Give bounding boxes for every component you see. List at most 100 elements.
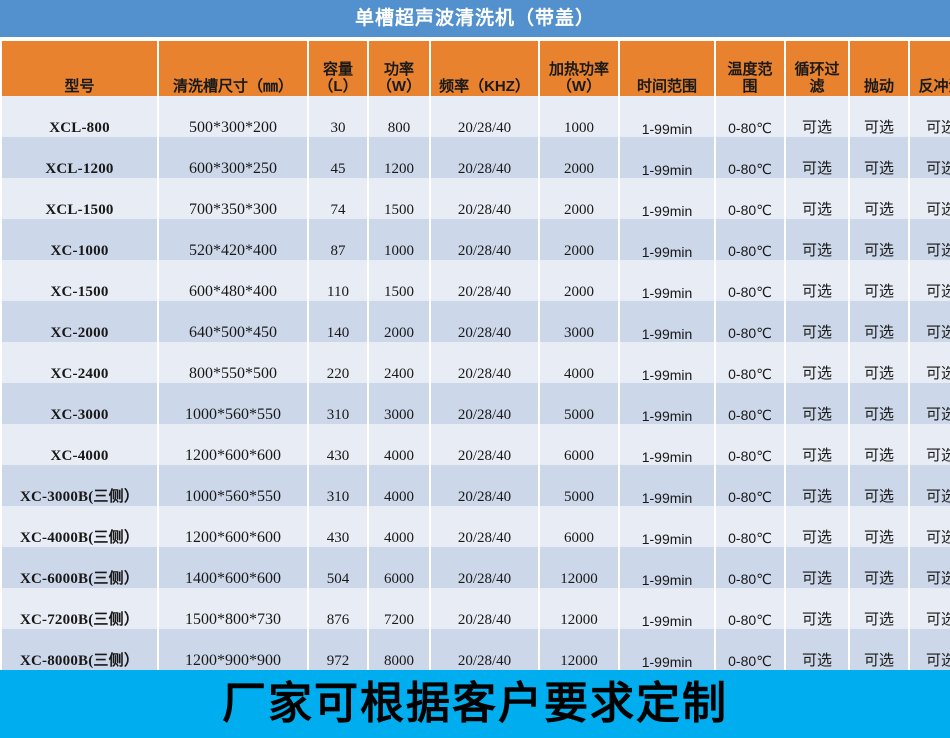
cell-size: 520*420*400 bbox=[157, 219, 309, 260]
cell-freq: 20/28/40 bbox=[429, 137, 540, 178]
cell-time: 1-99min bbox=[618, 137, 716, 178]
cell-filter: 可选 bbox=[784, 137, 850, 178]
header-row: 型号 清洗槽尺寸（㎜） 容量 （L） 功率 （W） 频率（KHZ） 加热功率 bbox=[0, 41, 950, 96]
cell-size: 1000*560*550 bbox=[157, 465, 309, 506]
cell-heat: 5000 bbox=[538, 465, 620, 506]
cell-size: 600*300*250 bbox=[157, 137, 309, 178]
cell-size: 1400*600*600 bbox=[157, 547, 309, 588]
cell-back: 可选 bbox=[908, 424, 950, 465]
cell-size: 700*350*300 bbox=[157, 178, 309, 219]
cell-back: 可选 bbox=[908, 383, 950, 424]
cell-filter: 可选 bbox=[784, 219, 850, 260]
cell-back: 可选 bbox=[908, 547, 950, 588]
cell-agit: 可选 bbox=[848, 383, 910, 424]
cell-heat: 5000 bbox=[538, 383, 620, 424]
cell-back: 可选 bbox=[908, 588, 950, 629]
cell-heat: 2000 bbox=[538, 219, 620, 260]
column-header-power: 功率 （W） bbox=[367, 41, 431, 96]
cell-cap: 30 bbox=[307, 96, 369, 137]
cell-time: 1-99min bbox=[618, 96, 716, 137]
cell-pow: 800 bbox=[367, 96, 431, 137]
cell-heat: 2000 bbox=[538, 178, 620, 219]
cell-time: 1-99min bbox=[618, 588, 716, 629]
cell-cap: 110 bbox=[307, 260, 369, 301]
cell-freq: 20/28/40 bbox=[429, 506, 540, 547]
cell-agit: 可选 bbox=[848, 137, 910, 178]
cell-back: 可选 bbox=[908, 96, 950, 137]
cell-cap: 140 bbox=[307, 301, 369, 342]
cell-cap: 45 bbox=[307, 137, 369, 178]
cell-filter: 可选 bbox=[784, 547, 850, 588]
table-row: XCL-1500 700*350*300 74 1500 20/28/40 2000 1-9… bbox=[0, 178, 950, 219]
cell-temp: 0-80℃ bbox=[714, 506, 786, 547]
cell-filter: 可选 bbox=[784, 588, 850, 629]
cell-back: 可选 bbox=[908, 260, 950, 301]
cell-back: 可选 bbox=[908, 465, 950, 506]
table-row: XC-4000B(三侧） 1200*600*600 430 4000 20/28/40 6… bbox=[0, 506, 950, 547]
cell-temp: 0-80℃ bbox=[714, 588, 786, 629]
cell-cap: 972 bbox=[307, 629, 369, 670]
cell-cap: 310 bbox=[307, 465, 369, 506]
cell-cap: 310 bbox=[307, 383, 369, 424]
table-row: XC-1000 520*420*400 87 1000 20/28/40 2000 1-99… bbox=[0, 219, 950, 260]
cell-temp: 0-80℃ bbox=[714, 465, 786, 506]
cell-pow: 3000 bbox=[367, 383, 431, 424]
cell-back: 可选 bbox=[908, 137, 950, 178]
cell-temp: 0-80℃ bbox=[714, 96, 786, 137]
cell-time: 1-99min bbox=[618, 260, 716, 301]
table-header: 型号 清洗槽尺寸（㎜） 容量 （L） 功率 （W） 频率（KHZ） 加热功率 bbox=[0, 41, 950, 96]
table-row: XC-2400 800*550*500 220 2400 20/28/40 4000 1-9… bbox=[0, 342, 950, 383]
cell-agit: 可选 bbox=[848, 547, 910, 588]
cell-agit: 可选 bbox=[848, 506, 910, 547]
column-header-tank-size: 清洗槽尺寸（㎜） bbox=[157, 41, 309, 96]
cell-temp: 0-80℃ bbox=[714, 219, 786, 260]
table-row: XC-6000B(三侧） 1400*600*600 504 6000 20/28/40 1… bbox=[0, 547, 950, 588]
cell-pow: 2400 bbox=[367, 342, 431, 383]
cell-filter: 可选 bbox=[784, 178, 850, 219]
cell-agit: 可选 bbox=[848, 260, 910, 301]
cell-pow: 4000 bbox=[367, 506, 431, 547]
cell-size: 1000*560*550 bbox=[157, 383, 309, 424]
cell-agit: 可选 bbox=[848, 96, 910, 137]
cell-filter: 可选 bbox=[784, 506, 850, 547]
cell-size: 800*550*500 bbox=[157, 342, 309, 383]
cell-freq: 20/28/40 bbox=[429, 588, 540, 629]
cell-back: 可选 bbox=[908, 301, 950, 342]
cell-freq: 20/28/40 bbox=[429, 547, 540, 588]
cell-heat: 12000 bbox=[538, 588, 620, 629]
cell-model: XC-1500 bbox=[0, 260, 159, 301]
cell-filter: 可选 bbox=[784, 260, 850, 301]
cell-heat: 6000 bbox=[538, 424, 620, 465]
cell-freq: 20/28/40 bbox=[429, 219, 540, 260]
cell-cap: 87 bbox=[307, 219, 369, 260]
column-header-heating-power: 加热功率 （W） bbox=[538, 41, 620, 96]
footer-banner: 厂家可根据客户要求定制 bbox=[0, 670, 950, 738]
cell-size: 500*300*200 bbox=[157, 96, 309, 137]
cell-model: XC-8000B(三侧） bbox=[0, 629, 159, 670]
cell-model: XC-4000B(三侧） bbox=[0, 506, 159, 547]
table-row: XC-4000 1200*600*600 430 4000 20/28/40 6000 1-… bbox=[0, 424, 950, 465]
cell-size: 1200*900*900 bbox=[157, 629, 309, 670]
column-header-backwash: 反冲洗 bbox=[908, 41, 950, 96]
cell-freq: 20/28/40 bbox=[429, 96, 540, 137]
cell-cap: 876 bbox=[307, 588, 369, 629]
cell-back: 可选 bbox=[908, 629, 950, 670]
cell-filter: 可选 bbox=[784, 465, 850, 506]
cell-freq: 20/28/40 bbox=[429, 629, 540, 670]
cell-freq: 20/28/40 bbox=[429, 424, 540, 465]
column-header-agitation: 抛动 bbox=[848, 41, 910, 96]
cell-time: 1-99min bbox=[618, 424, 716, 465]
cell-pow: 1500 bbox=[367, 178, 431, 219]
cell-size: 1200*600*600 bbox=[157, 506, 309, 547]
cell-cap: 504 bbox=[307, 547, 369, 588]
cell-time: 1-99min bbox=[618, 342, 716, 383]
cell-model: XCL-1200 bbox=[0, 137, 159, 178]
cell-temp: 0-80℃ bbox=[714, 629, 786, 670]
cell-back: 可选 bbox=[908, 506, 950, 547]
cell-model: XC-3000B(三侧） bbox=[0, 465, 159, 506]
cell-freq: 20/28/40 bbox=[429, 342, 540, 383]
cell-model: XC-7200B(三侧） bbox=[0, 588, 159, 629]
cell-filter: 可选 bbox=[784, 301, 850, 342]
cell-cap: 430 bbox=[307, 424, 369, 465]
cell-agit: 可选 bbox=[848, 629, 910, 670]
